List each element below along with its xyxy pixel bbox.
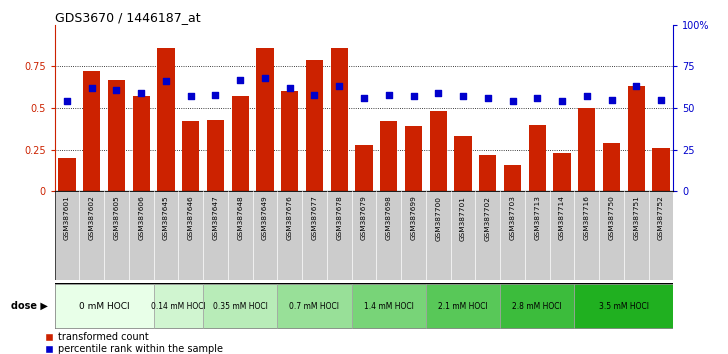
Point <box>383 92 395 97</box>
Point <box>358 95 370 101</box>
Bar <box>426 284 500 328</box>
Bar <box>405 126 422 191</box>
Text: GSM387698: GSM387698 <box>386 196 392 240</box>
Text: 0.7 mM HOCl: 0.7 mM HOCl <box>290 302 339 311</box>
Text: GSM387713: GSM387713 <box>534 196 540 240</box>
Bar <box>207 120 224 191</box>
Point <box>432 90 444 96</box>
Bar <box>479 155 496 191</box>
Text: GSM387678: GSM387678 <box>336 196 342 240</box>
Text: GSM387752: GSM387752 <box>658 196 664 240</box>
Text: GSM387751: GSM387751 <box>633 196 639 240</box>
Point <box>606 97 617 102</box>
Point <box>333 84 345 89</box>
Bar <box>553 153 571 191</box>
Text: GSM387602: GSM387602 <box>89 196 95 240</box>
Point <box>507 98 518 104</box>
Text: GSM387677: GSM387677 <box>312 196 317 240</box>
Text: GSM387716: GSM387716 <box>584 196 590 240</box>
Bar <box>578 108 596 191</box>
Bar <box>603 143 620 191</box>
Bar <box>83 72 100 191</box>
Bar <box>331 48 348 191</box>
Bar <box>454 136 472 191</box>
Text: GSM387605: GSM387605 <box>114 196 119 240</box>
Point <box>655 97 667 102</box>
Text: GSM387699: GSM387699 <box>411 196 416 240</box>
Point <box>556 98 568 104</box>
Text: GSM387649: GSM387649 <box>262 196 268 240</box>
Text: 3.5 mM HOCl: 3.5 mM HOCl <box>599 302 649 311</box>
Bar <box>500 284 574 328</box>
Bar <box>277 284 352 328</box>
Point <box>531 95 543 101</box>
Bar <box>203 284 277 328</box>
Bar <box>430 111 447 191</box>
Bar <box>108 80 125 191</box>
Point <box>457 93 469 99</box>
Text: GSM387679: GSM387679 <box>361 196 367 240</box>
Text: GSM387703: GSM387703 <box>510 196 515 240</box>
Point <box>210 92 221 97</box>
Text: GSM387701: GSM387701 <box>460 196 466 241</box>
Text: GSM387702: GSM387702 <box>485 196 491 241</box>
Text: dose ▶: dose ▶ <box>11 301 48 311</box>
Text: 0.14 mM HOCl: 0.14 mM HOCl <box>151 302 206 311</box>
Bar <box>232 96 249 191</box>
Bar <box>306 60 323 191</box>
Text: 0 mM HOCl: 0 mM HOCl <box>79 302 130 311</box>
Text: 2.8 mM HOCl: 2.8 mM HOCl <box>513 302 562 311</box>
Point <box>259 75 271 81</box>
Text: GSM387601: GSM387601 <box>64 196 70 240</box>
Bar <box>58 158 76 191</box>
Point <box>581 93 593 99</box>
Bar <box>652 148 670 191</box>
Legend: transformed count, percentile rank within the sample: transformed count, percentile rank withi… <box>45 332 223 354</box>
Bar <box>256 48 274 191</box>
Bar <box>504 165 521 191</box>
Point <box>482 95 494 101</box>
Text: 1.4 mM HOCl: 1.4 mM HOCl <box>364 302 414 311</box>
Bar <box>182 121 199 191</box>
Point <box>160 79 172 84</box>
Bar <box>529 125 546 191</box>
Bar <box>574 284 673 328</box>
Text: GSM387646: GSM387646 <box>188 196 194 240</box>
Point <box>630 84 642 89</box>
Bar <box>380 121 397 191</box>
Point <box>61 98 73 104</box>
Point <box>135 90 147 96</box>
Bar <box>154 284 203 328</box>
Bar <box>157 48 175 191</box>
Text: GSM387648: GSM387648 <box>237 196 243 240</box>
Bar <box>355 144 373 191</box>
Point <box>309 92 320 97</box>
Text: GSM387714: GSM387714 <box>559 196 565 240</box>
Bar <box>55 284 154 328</box>
Point <box>408 93 419 99</box>
Text: GSM387700: GSM387700 <box>435 196 441 241</box>
Text: GSM387750: GSM387750 <box>609 196 614 240</box>
Text: GSM387606: GSM387606 <box>138 196 144 240</box>
Text: GSM387647: GSM387647 <box>213 196 218 240</box>
Text: 0.35 mM HOCl: 0.35 mM HOCl <box>213 302 268 311</box>
Point <box>185 93 197 99</box>
Text: GDS3670 / 1446187_at: GDS3670 / 1446187_at <box>55 11 200 24</box>
Point <box>234 77 246 82</box>
Bar <box>132 96 150 191</box>
Text: GSM387676: GSM387676 <box>287 196 293 240</box>
Text: GSM387645: GSM387645 <box>163 196 169 240</box>
Bar <box>352 284 426 328</box>
Text: 2.1 mM HOCl: 2.1 mM HOCl <box>438 302 488 311</box>
Point <box>284 85 296 91</box>
Point <box>111 87 122 92</box>
Point <box>86 85 98 91</box>
Bar <box>628 86 645 191</box>
Bar <box>281 91 298 191</box>
